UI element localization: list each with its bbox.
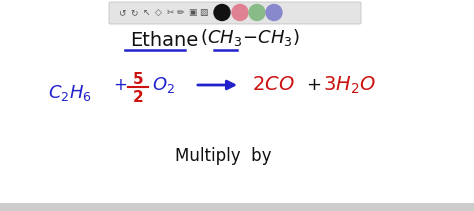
Text: ▨: ▨	[199, 8, 207, 17]
Text: $C_2H_6$: $C_2H_6$	[48, 83, 92, 103]
Text: Multiply  by: Multiply by	[175, 147, 272, 165]
Text: $2CO$: $2CO$	[252, 76, 294, 95]
FancyBboxPatch shape	[109, 2, 361, 24]
Circle shape	[232, 4, 248, 20]
Bar	[0, 203, 474, 211]
Text: ↺: ↺	[118, 8, 126, 17]
Text: ✂: ✂	[166, 8, 174, 17]
Text: ↻: ↻	[130, 8, 138, 17]
Text: ▣: ▣	[188, 8, 196, 17]
Circle shape	[266, 4, 282, 20]
Text: $3H_2O$: $3H_2O$	[323, 74, 376, 96]
Circle shape	[214, 4, 230, 20]
Text: ◇: ◇	[155, 8, 162, 17]
Text: $+$: $+$	[306, 76, 321, 94]
Text: $(CH_3\!-\!CH_3)$: $(CH_3\!-\!CH_3)$	[200, 27, 300, 49]
Text: $O_2$: $O_2$	[152, 75, 175, 95]
Text: Ethane: Ethane	[130, 31, 198, 50]
Text: ✏: ✏	[177, 8, 185, 17]
Text: $+$: $+$	[113, 76, 127, 94]
Circle shape	[249, 4, 265, 20]
Text: $\bf{2}$: $\bf{2}$	[132, 89, 144, 105]
Text: ↖: ↖	[142, 8, 150, 17]
Text: $\bf{5}$: $\bf{5}$	[132, 71, 144, 87]
